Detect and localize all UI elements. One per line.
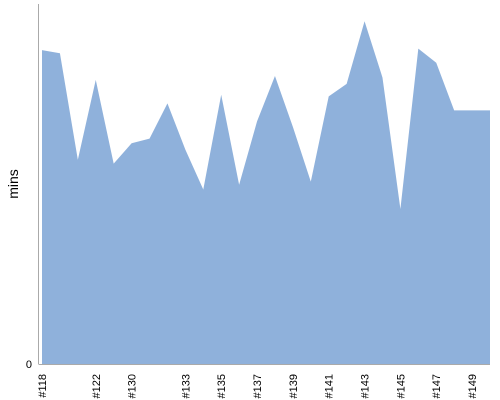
x-tick-label: #145 bbox=[395, 374, 407, 398]
x-tick-label: #135 bbox=[216, 374, 228, 398]
x-tick-label: #137 bbox=[252, 374, 264, 398]
y-axis-label: mins bbox=[5, 169, 21, 199]
x-axis-ticks: #118 #122 #130 #133 #135 #137 #139 #141 #143 #145… bbox=[37, 374, 479, 398]
y-tick-label: 0 bbox=[26, 359, 32, 371]
area-series bbox=[42, 21, 490, 364]
x-tick-label: #122 bbox=[91, 374, 103, 398]
x-tick-label: #133 bbox=[180, 374, 192, 398]
x-tick-label: #130 bbox=[127, 374, 139, 398]
x-tick-label: #141 bbox=[324, 374, 336, 398]
x-tick-label: #139 bbox=[288, 374, 300, 398]
x-tick-label: #118 bbox=[37, 374, 49, 398]
x-tick-label: #149 bbox=[467, 374, 479, 398]
x-tick-label: #143 bbox=[360, 374, 372, 398]
x-tick-label: #147 bbox=[431, 374, 443, 398]
plot-area bbox=[42, 21, 490, 364]
y-axis-ticks: 0 bbox=[26, 359, 32, 371]
